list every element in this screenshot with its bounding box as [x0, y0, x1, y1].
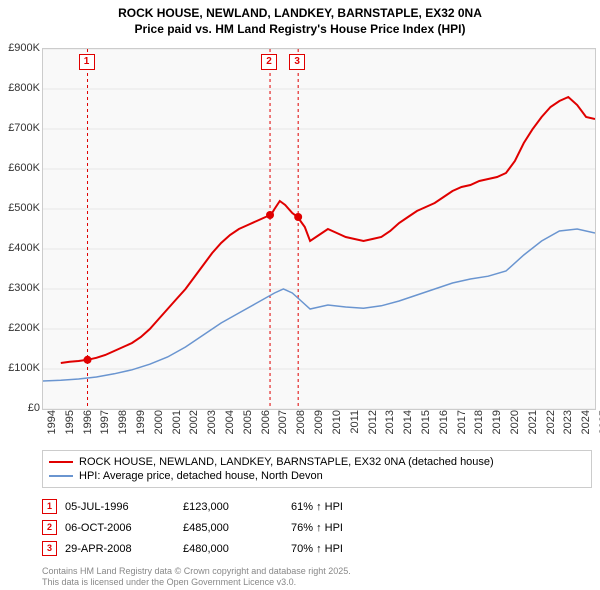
event-date: 05-JUL-1996 [65, 501, 175, 513]
legend-item: ROCK HOUSE, NEWLAND, LANDKEY, BARNSTAPLE… [49, 455, 585, 469]
event-pct: 70% ↑ HPI [291, 543, 411, 555]
event-row: 2 06-OCT-2006 £485,000 76% ↑ HPI [42, 517, 592, 538]
y-tick-label: £700K [8, 122, 40, 134]
x-tick-label: 2008 [295, 410, 307, 446]
x-tick-label: 2017 [456, 410, 468, 446]
sale-marker-2: 2 [261, 54, 277, 70]
y-tick-label: £0 [28, 402, 40, 414]
x-tick-label: 2004 [224, 410, 236, 446]
x-tick-label: 1995 [64, 410, 76, 446]
event-row: 1 05-JUL-1996 £123,000 61% ↑ HPI [42, 496, 592, 517]
x-tick-label: 2018 [473, 410, 485, 446]
y-tick-label: £100K [8, 362, 40, 374]
x-tick-label: 2021 [527, 410, 539, 446]
x-tick-label: 2023 [562, 410, 574, 446]
x-tick-label: 2007 [277, 410, 289, 446]
x-tick-label: 2013 [384, 410, 396, 446]
x-tick-label: 2010 [331, 410, 343, 446]
y-tick-label: £300K [8, 282, 40, 294]
x-tick-label: 1999 [135, 410, 147, 446]
event-marker: 2 [42, 520, 57, 535]
legend-swatch [49, 475, 73, 477]
footer: Contains HM Land Registry data © Crown c… [42, 566, 351, 588]
x-tick-label: 2022 [545, 410, 557, 446]
x-tick-label: 2002 [188, 410, 200, 446]
x-tick-label: 2012 [367, 410, 379, 446]
y-tick-label: £600K [8, 162, 40, 174]
footer-line-2: This data is licensed under the Open Gov… [42, 577, 351, 588]
event-pct: 76% ↑ HPI [291, 522, 411, 534]
event-marker: 1 [42, 499, 57, 514]
footer-line-1: Contains HM Land Registry data © Crown c… [42, 566, 351, 577]
x-tick-label: 2000 [153, 410, 165, 446]
event-price: £123,000 [183, 501, 283, 513]
legend-item: HPI: Average price, detached house, Nort… [49, 469, 585, 483]
x-tick-label: 2019 [491, 410, 503, 446]
y-tick-label: £800K [8, 82, 40, 94]
y-tick-label: £400K [8, 242, 40, 254]
title-area: ROCK HOUSE, NEWLAND, LANDKEY, BARNSTAPLE… [0, 0, 600, 37]
y-tick-label: £200K [8, 322, 40, 334]
x-tick-label: 2024 [580, 410, 592, 446]
chart-plot-area [42, 48, 596, 410]
x-tick-label: 2009 [313, 410, 325, 446]
legend-label: ROCK HOUSE, NEWLAND, LANDKEY, BARNSTAPLE… [79, 456, 494, 468]
x-tick-label: 1998 [117, 410, 129, 446]
x-tick-label: 2020 [509, 410, 521, 446]
legend: ROCK HOUSE, NEWLAND, LANDKEY, BARNSTAPLE… [42, 450, 592, 488]
x-tick-label: 2014 [402, 410, 414, 446]
x-tick-label: 1997 [99, 410, 111, 446]
sale-marker-3: 3 [289, 54, 305, 70]
legend-label: HPI: Average price, detached house, Nort… [79, 470, 323, 482]
title-line-1: ROCK HOUSE, NEWLAND, LANDKEY, BARNSTAPLE… [0, 6, 600, 22]
event-row: 3 29-APR-2008 £480,000 70% ↑ HPI [42, 538, 592, 559]
event-price: £480,000 [183, 543, 283, 555]
event-price: £485,000 [183, 522, 283, 534]
event-date: 06-OCT-2006 [65, 522, 175, 534]
legend-swatch [49, 461, 73, 463]
chart-svg [43, 49, 595, 409]
x-tick-label: 2003 [206, 410, 218, 446]
x-tick-label: 2016 [438, 410, 450, 446]
x-tick-label: 2006 [260, 410, 272, 446]
x-tick-label: 2001 [171, 410, 183, 446]
event-marker: 3 [42, 541, 57, 556]
x-tick-label: 2011 [349, 410, 361, 446]
y-tick-label: £900K [8, 42, 40, 54]
x-tick-label: 1994 [46, 410, 58, 446]
event-date: 29-APR-2008 [65, 543, 175, 555]
sale-marker-1: 1 [79, 54, 95, 70]
events-table: 1 05-JUL-1996 £123,000 61% ↑ HPI 2 06-OCT-200… [42, 496, 592, 559]
x-tick-label: 2005 [242, 410, 254, 446]
chart-container: ROCK HOUSE, NEWLAND, LANDKEY, BARNSTAPLE… [0, 0, 600, 590]
x-tick-label: 2015 [420, 410, 432, 446]
title-line-2: Price paid vs. HM Land Registry's House … [0, 22, 600, 38]
event-pct: 61% ↑ HPI [291, 501, 411, 513]
x-tick-label: 1996 [82, 410, 94, 446]
y-tick-label: £500K [8, 202, 40, 214]
